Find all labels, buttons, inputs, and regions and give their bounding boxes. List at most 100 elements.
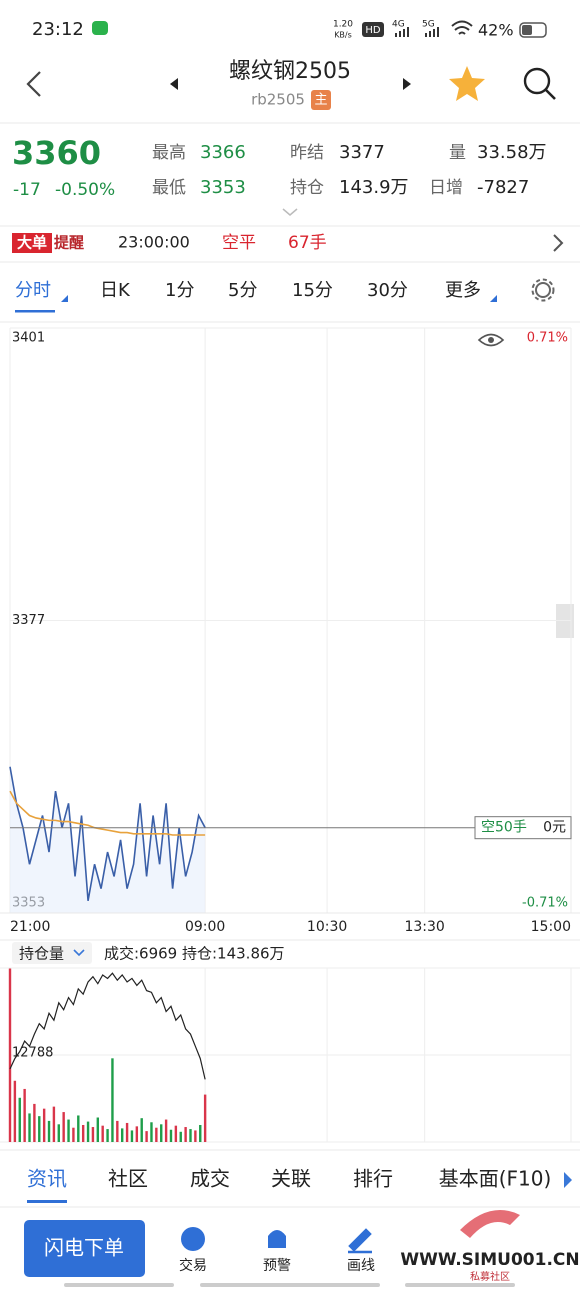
bottom-tab[interactable]: 基本面(F10) (439, 1167, 552, 1191)
favorite-star[interactable] (449, 66, 485, 101)
last-price: 3360 (12, 134, 101, 172)
volume-bar (91, 1127, 95, 1142)
contract-code: rb2505 (251, 91, 305, 109)
next-contract[interactable] (403, 78, 411, 90)
search-button[interactable] (523, 67, 551, 95)
volume-bar (72, 1127, 75, 1142)
volume-bar (145, 1131, 148, 1142)
active-tab-underline (15, 310, 55, 313)
tools: 交易 预警 画线 (179, 1257, 375, 1274)
volume-bar (150, 1122, 153, 1142)
alert-more[interactable] (553, 234, 564, 252)
period-tab[interactable]: 30分 (367, 280, 408, 301)
x-tick-label: 13:30 (404, 919, 444, 935)
panel-selector[interactable]: 持仓量 (19, 945, 64, 963)
nav-handle (405, 1283, 515, 1287)
volume-bar (179, 1131, 182, 1142)
bottom-tab[interactable]: 成交 (190, 1167, 230, 1191)
volume-bar (28, 1113, 31, 1142)
tool-label[interactable]: 预警 (263, 1258, 291, 1274)
y2-tick-label: 0.71% (527, 331, 568, 346)
tool-label[interactable]: 画线 (347, 1258, 375, 1274)
volume-bar (8, 968, 12, 1142)
expand-chevron[interactable] (282, 208, 298, 216)
bottom-tab[interactable]: 排行 (353, 1167, 393, 1191)
alert-action: 空平 (222, 233, 256, 253)
settings-gear (531, 278, 555, 302)
period-tab[interactable]: 1分 (165, 280, 194, 301)
y-tick-label: 12788 (12, 1046, 53, 1061)
field-label: 日增 (429, 178, 463, 198)
volume-bar (160, 1124, 163, 1142)
order-button[interactable]: 闪电下单 (44, 1236, 124, 1260)
period-tab[interactable]: 分时 (15, 280, 51, 301)
tabs-scroll[interactable] (564, 1172, 572, 1188)
period-tab[interactable]: 日K (100, 280, 131, 301)
volume-bar (135, 1126, 139, 1142)
period-tabs: 分时 日K 1分 5分 15分 30分 更多 (15, 280, 497, 313)
volume-bar (164, 1119, 168, 1142)
alert-amount: 67手 (288, 233, 327, 253)
volume-bar (116, 1120, 119, 1142)
prev-contract[interactable] (170, 78, 178, 90)
back-button[interactable] (26, 71, 41, 97)
order-button-bg[interactable] (24, 1220, 145, 1277)
volume-bar (33, 1103, 36, 1142)
volume-bar (57, 1124, 60, 1142)
field-value: 143.9万 (339, 177, 409, 198)
net-unit: KB/s (334, 31, 352, 40)
nav-handle (200, 1283, 380, 1287)
contract-title: 螺纹钢2505 (229, 59, 351, 84)
bottom-tab[interactable]: 资讯 (27, 1167, 67, 1191)
volume-bar (189, 1129, 192, 1142)
alert-time: 23:00:00 (118, 233, 190, 252)
tab-dropdown (490, 295, 497, 302)
battery-level: 42% (478, 21, 514, 40)
x-tick-label: 10:30 (307, 919, 347, 935)
active-bottom-underline (27, 1200, 67, 1203)
settings-button[interactable] (535, 282, 551, 298)
volume-bar (155, 1127, 158, 1142)
y-tick-label: 3401 (12, 331, 45, 346)
volume-bar (52, 1106, 56, 1142)
volume-bar (121, 1128, 124, 1142)
signal-2 (425, 27, 439, 37)
field-value: 3366 (200, 142, 246, 163)
open-interest-line (9, 972, 206, 1080)
search-handle (545, 89, 556, 100)
price-area (10, 766, 206, 913)
field-value: -7827 (477, 177, 529, 198)
price-change-pct: -0.50% (55, 180, 115, 200)
y2-tick-label: -0.71% (522, 896, 568, 911)
position-pnl: 0元 (543, 820, 566, 836)
eye-toggle[interactable] (477, 333, 505, 347)
clock: 23:12 (32, 19, 84, 40)
watermark-url: WWW.SIMU001.CN (400, 1250, 579, 1270)
bottom-tab[interactable]: 社区 (108, 1167, 148, 1191)
field-value: 3377 (339, 142, 385, 163)
tool-label[interactable]: 交易 (179, 1257, 207, 1274)
net-speed: 1.20 (333, 20, 353, 30)
x-tick-label: 21:00 (10, 919, 50, 935)
volume-bar (86, 1121, 90, 1142)
battery-fill (522, 25, 532, 35)
eye-pupil (488, 337, 494, 343)
volume-bar (23, 1088, 26, 1142)
volume-bar (199, 1124, 202, 1142)
main-badge-bg (311, 90, 331, 110)
volume-bar (13, 1080, 17, 1142)
draw-icon (348, 1228, 372, 1254)
trade-icon (181, 1227, 205, 1251)
watermark-name: 私募社区 (470, 1270, 510, 1283)
period-tab[interactable]: 更多 (445, 280, 481, 301)
volume-bar (77, 1115, 80, 1142)
panel-selector-bg[interactable] (12, 942, 92, 964)
period-tab[interactable]: 5分 (228, 280, 257, 301)
volume-bar (169, 1129, 173, 1142)
volume-bar (140, 1118, 143, 1142)
bottom-tab[interactable]: 关联 (271, 1167, 311, 1191)
price-change: -17 (13, 180, 41, 200)
period-tab[interactable]: 15分 (292, 280, 333, 301)
